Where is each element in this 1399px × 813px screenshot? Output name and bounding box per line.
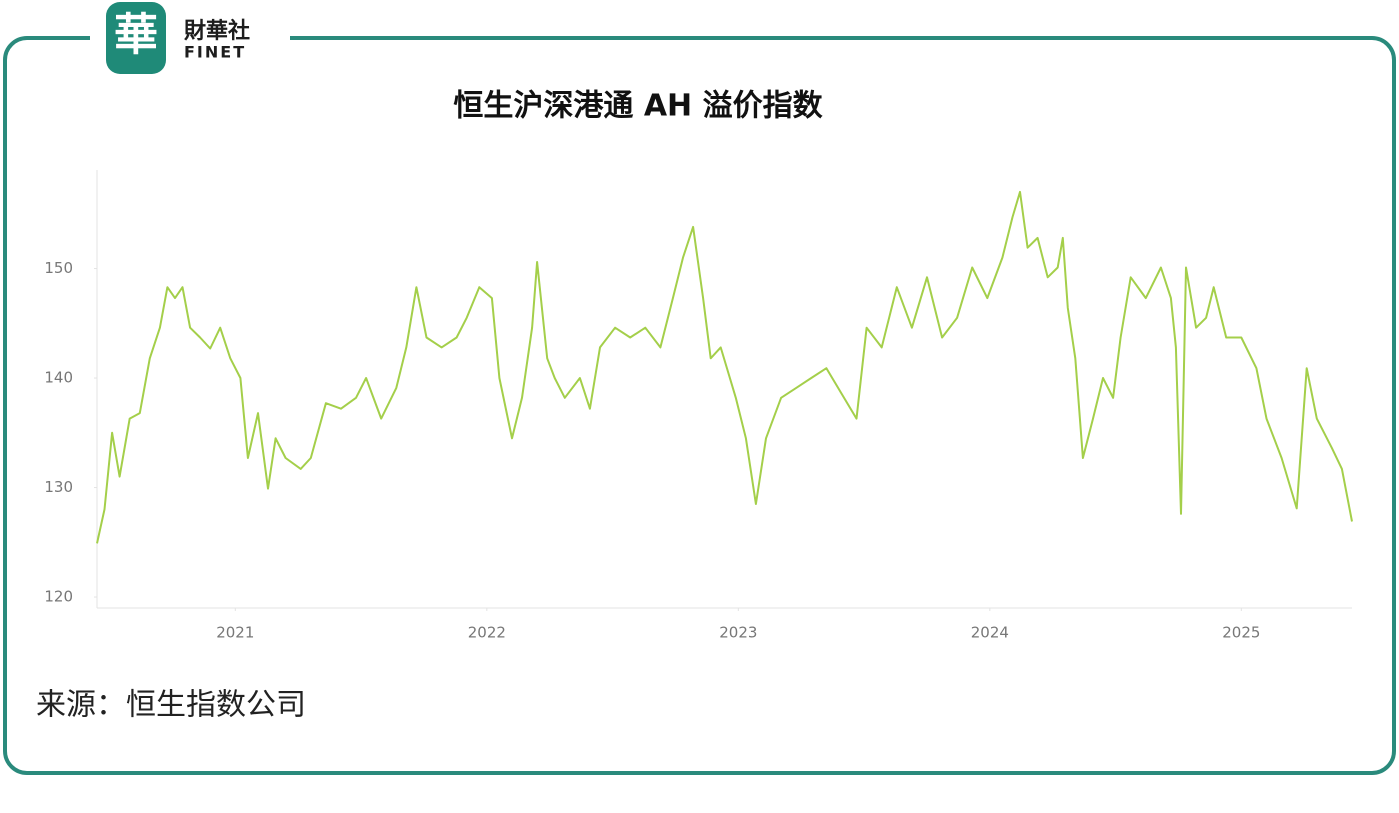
y-tick-label: 150 bbox=[44, 259, 73, 277]
y-tick-label: 130 bbox=[44, 478, 73, 496]
x-tick-label: 2023 bbox=[719, 624, 757, 642]
x-tick-label: 2025 bbox=[1222, 624, 1260, 642]
source-note: 来源：恒生指数公司 bbox=[36, 688, 306, 723]
x-tick-label: 2021 bbox=[216, 624, 254, 642]
brand-name-cn: 財華社 bbox=[184, 18, 250, 44]
data-line bbox=[96, 190, 1353, 544]
y-tick-label: 120 bbox=[44, 588, 73, 606]
card-border bbox=[3, 36, 1396, 775]
logo-char: 華 bbox=[114, 10, 158, 61]
logo-badge bbox=[106, 2, 166, 74]
y-tick-label: 140 bbox=[44, 369, 73, 387]
chart-title: 恒生沪深港通 AH 溢价指数 bbox=[453, 89, 823, 124]
brand-name-en: FINET bbox=[184, 43, 246, 62]
x-tick-label: 2022 bbox=[468, 624, 506, 642]
x-tick-label: 2024 bbox=[971, 624, 1009, 642]
